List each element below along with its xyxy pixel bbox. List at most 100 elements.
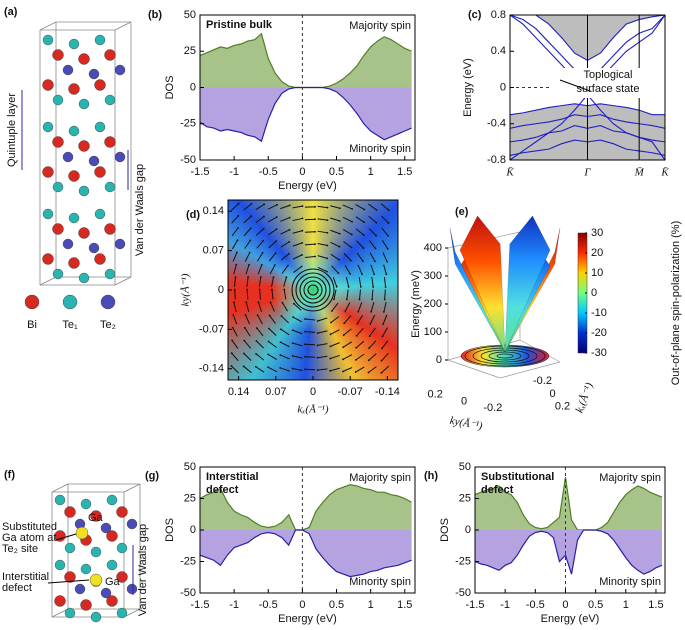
spin-arrow-head [291,354,294,357]
spin-arrow [355,228,365,236]
spin-arrow [243,227,252,237]
y-tick-label: 0 [218,284,224,296]
ky-axis-label: ky(Å⁻¹) [449,415,484,433]
spin-arrow-head [279,366,282,369]
spin-arrow [271,276,274,288]
atom [94,208,106,220]
disk-ring [496,353,514,359]
spin-arrow-head [243,339,246,342]
atom-label: Ga [88,512,104,524]
interstitial-label: defect [2,582,32,594]
spin-arrow-head [233,288,236,291]
spin-arrow-head [254,365,257,368]
series-label: Minority spin [349,143,411,155]
spin-arrow-head [291,342,294,345]
spin-arrow [244,240,251,249]
spin-arrow-head [356,322,359,325]
spin-arrow [280,204,290,210]
spin-arrow-head [382,323,385,326]
atom [106,595,118,607]
y-tick-label: 0 [465,524,471,536]
spin-arrow-head [234,276,237,278]
spin-arrow-head [281,301,284,304]
spin-arrow-head [267,340,270,343]
spin-arrow-head [375,221,378,224]
kx-tick-label: 0 [549,388,555,400]
x-axis-label: Energy (eV) [541,613,600,625]
spin-arrow [330,229,340,235]
cell-edge [39,276,57,286]
spin-arrow-head [372,286,375,288]
spin-texture-background [228,200,398,380]
spin-arrow [233,264,237,275]
y-tick-label: -0.4 [487,118,506,130]
spin-arrow-head [345,298,348,301]
atom [52,223,64,235]
spin-arrow [304,331,316,333]
spin-arrow [245,302,250,312]
spin-arrow [343,341,352,348]
spin-arrow [342,204,353,210]
spin-arrow-head [237,227,239,229]
spin-arrow-head [381,347,383,350]
spin-arrow-head [258,288,261,291]
spin-arrow [232,252,238,262]
atom [90,611,102,623]
spin-ring [295,272,331,308]
spin-arrow [342,354,353,360]
x-tick-label: 0.14 [228,386,249,398]
spin-arrow [257,264,263,275]
spin-arrow-head [338,207,341,210]
panel-label: (e) [455,206,469,218]
annotation-arrow [559,79,592,92]
atom [54,595,66,607]
spin-arrow [371,289,374,300]
atom [104,268,116,280]
spin-arrow [356,240,364,249]
z-tick-label: 100 [424,326,442,338]
spin-arrow [357,264,363,275]
x-tick-label: K̄ [660,167,669,179]
atom [80,599,92,611]
spin-arrow [256,252,264,262]
spin-arrow [256,327,264,337]
spin-arrow-head [314,243,316,246]
atom [68,125,80,137]
spin-arrow-head [326,206,329,209]
atom [52,94,64,106]
spin-arrow [280,229,290,235]
spin-arrow [332,277,338,287]
substitution-label: Te₂ site [2,543,38,555]
atom [104,94,116,106]
spin-arrow [292,355,303,359]
atom [114,64,126,76]
spin-arrow [382,327,388,337]
spin-arrow [258,276,262,288]
spin-arrow [342,229,353,235]
spin-arrow-head [314,205,316,208]
spin-arrow-head [342,346,345,349]
spin-arrow-head [231,339,234,342]
spin-arrow-head [371,298,374,301]
spin-arrow-head [373,273,376,276]
spin-arrow-head [255,340,258,342]
pointer [55,533,77,541]
spin-arrow [232,314,238,325]
spin-arrow [356,314,364,325]
spin-arrow-head [350,246,353,249]
spin-arrow-head [363,221,366,224]
spin-arrow-head [236,251,238,254]
y-tick-label: -50 [180,587,196,599]
atom [54,494,66,506]
atom [94,166,106,178]
panel-label: (a) [4,6,18,18]
spin-arrow [231,340,239,349]
spin-arrow [330,217,340,222]
spin-arrow-head [338,232,341,235]
spin-arrow-head [288,204,291,207]
spin-arrow-head [304,330,306,333]
spin-arrow-head [292,302,295,305]
x-tick-label: M̄ [634,167,645,179]
atom [94,34,106,46]
spin-arrow [281,315,289,324]
